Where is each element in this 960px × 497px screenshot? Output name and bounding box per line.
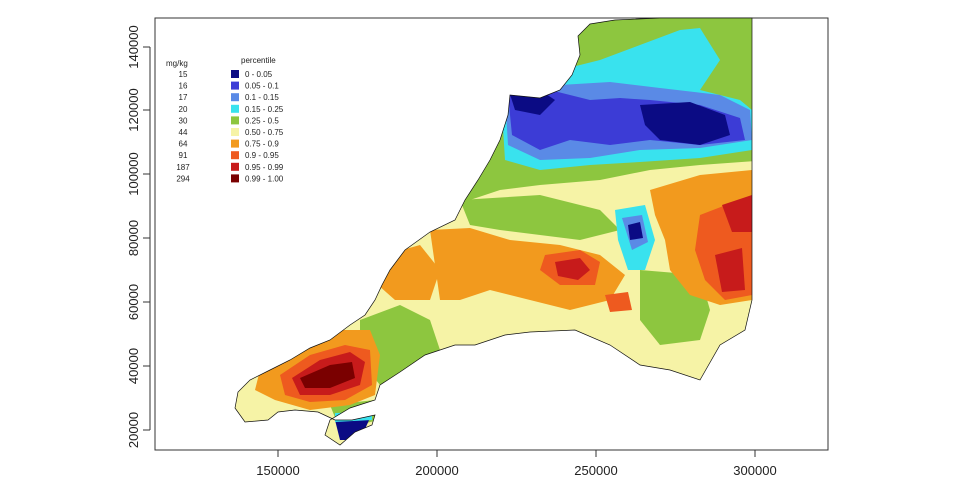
- y-tick-label: 60000: [126, 284, 141, 320]
- legend-row: 20 0.15 - 0.25: [179, 104, 284, 114]
- x-axis: 150000 200000 250000 300000: [256, 449, 777, 478]
- legend-value-label: 16: [179, 82, 188, 91]
- x-tick-label: 150000: [256, 463, 299, 478]
- y-tick-label: 140000: [126, 25, 141, 68]
- legend-row: 15 0 - 0.05: [179, 70, 273, 79]
- zone-099-1-cornwall: [300, 362, 355, 388]
- zone-095-099-central: [555, 258, 590, 280]
- legend-swatch: [231, 93, 239, 102]
- legend-swatch: [231, 81, 239, 90]
- zone-095-099-east-lower: [715, 248, 745, 292]
- y-axis: 20000 40000 60000 80000 100000 120000 14…: [126, 25, 151, 448]
- y-tick-label: 80000: [126, 220, 141, 256]
- legend-range-label: 0.15 - 0.25: [245, 105, 284, 114]
- y-tick-label: 100000: [126, 152, 141, 195]
- x-tick-label: 300000: [733, 463, 776, 478]
- legend-range-label: 0.05 - 0.1: [245, 82, 279, 91]
- legend-swatch: [231, 128, 239, 136]
- zone-075-09-central: [430, 228, 625, 310]
- legend-range-label: 0.25 - 0.5: [245, 116, 279, 125]
- legend-range-label: 0.1 - 0.15: [245, 93, 279, 102]
- y-tick-label: 40000: [126, 348, 141, 384]
- legend-value-label: 44: [179, 128, 188, 137]
- legend-value-label: 30: [179, 116, 188, 125]
- legend-rows: 15 0 - 0.05 16 0.05 - 0.1 17 0.1 - 0.15 20 0.15…: [176, 70, 284, 183]
- legend-range-label: 0.75 - 0.9: [245, 140, 279, 149]
- coastline: [234, 17, 753, 446]
- legend-value-label: 294: [176, 174, 190, 183]
- legend-swatch: [231, 174, 239, 183]
- legend-value-label: 64: [179, 140, 188, 149]
- x-tick-label: 250000: [574, 463, 617, 478]
- legend-row: 44 0.50 - 0.75: [179, 128, 284, 137]
- zone-025-05-southwest: [360, 305, 440, 385]
- zone-0-005-inland: [628, 222, 643, 240]
- legend-row: 16 0.05 - 0.1: [179, 81, 279, 91]
- legend-swatch: [231, 151, 239, 160]
- legend-row: 64 0.75 - 0.9: [179, 139, 279, 149]
- legend-swatch: [231, 139, 239, 148]
- x-tick-label: 200000: [415, 463, 458, 478]
- legend-range-label: 0.50 - 0.75: [245, 128, 284, 137]
- legend-swatch: [231, 104, 239, 113]
- legend-swatch: [231, 162, 239, 171]
- legend-row: 30 0.25 - 0.5: [179, 116, 279, 125]
- legend-percentile-header: percentile: [241, 56, 276, 65]
- legend-range-label: 0.95 - 0.99: [245, 163, 284, 172]
- legend-value-label: 15: [179, 70, 188, 79]
- legend-range-label: 0 - 0.05: [245, 70, 273, 79]
- zone-0-005-north: [640, 102, 730, 145]
- legend-value-label: 17: [179, 93, 188, 102]
- zone-095-099-east-upper: [722, 195, 752, 232]
- legend-swatch: [231, 116, 239, 125]
- legend-row: 91 0.9 - 0.95: [179, 151, 279, 160]
- legend-value-label: 91: [179, 151, 188, 160]
- legend-range-label: 0.9 - 0.95: [245, 151, 279, 160]
- legend-range-label: 0.99 - 1.00: [245, 174, 284, 183]
- legend-value-label: 20: [179, 105, 188, 114]
- legend-row: 294 0.99 - 1.00: [176, 174, 284, 183]
- legend-value-label: 187: [176, 163, 190, 172]
- legend-swatch: [231, 70, 239, 78]
- legend-row: 17 0.1 - 0.15: [179, 93, 279, 102]
- zone-09-095-south: [605, 292, 632, 312]
- y-tick-label: 120000: [126, 88, 141, 131]
- legend-row: 187 0.95 - 0.99: [176, 162, 284, 172]
- legend-value-header: mg/kg: [166, 59, 188, 68]
- zone-025-05-mid: [460, 195, 620, 240]
- map-surface: [235, 18, 752, 445]
- y-tick-label: 20000: [126, 412, 141, 448]
